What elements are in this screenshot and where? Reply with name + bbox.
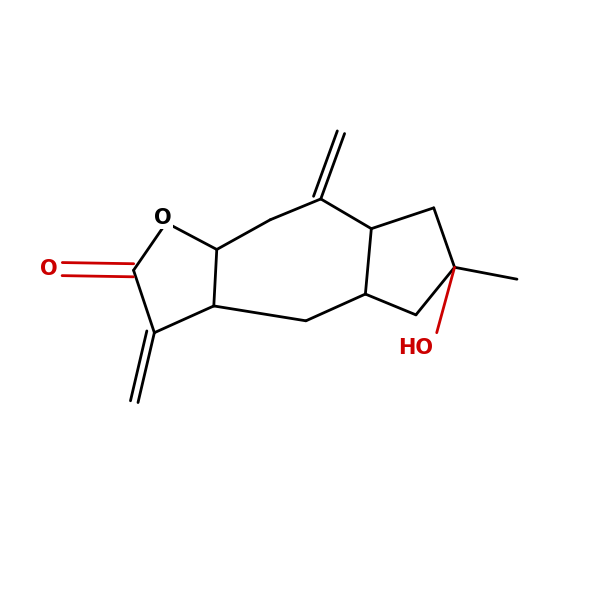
Text: HO: HO xyxy=(398,338,433,358)
Text: O: O xyxy=(154,208,172,228)
Text: O: O xyxy=(40,259,58,279)
